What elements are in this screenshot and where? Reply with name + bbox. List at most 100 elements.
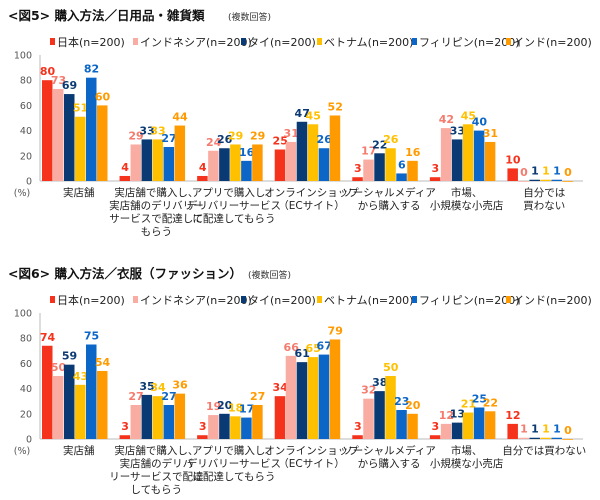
legend-label: インドネシア(n=200) <box>140 36 252 49</box>
bar <box>197 175 208 181</box>
bar <box>230 144 241 181</box>
y-tick-label: 40 <box>20 384 32 395</box>
data-label: 10 <box>505 153 521 166</box>
category-label: 買わない <box>523 200 565 212</box>
data-label: 3 <box>354 420 362 433</box>
bar <box>274 396 286 439</box>
category-label: 市場、 <box>451 186 483 199</box>
legend-item: インドネシア(n=200) <box>133 36 252 49</box>
bar <box>473 407 485 439</box>
data-label: 3 <box>121 420 129 433</box>
legend-label: ベトナム(n=200) <box>324 36 413 49</box>
bar <box>540 437 551 439</box>
legend-swatch <box>133 296 138 303</box>
data-label: 16 <box>239 146 255 159</box>
bar <box>385 376 396 439</box>
bar <box>75 384 86 439</box>
bar <box>484 411 496 439</box>
legend-swatch <box>133 38 138 45</box>
category-label: ソーシャルメディア <box>342 444 436 457</box>
category-label: 実店舗のデリバリー <box>109 199 204 212</box>
data-label: 22 <box>372 138 387 151</box>
bar <box>451 422 463 439</box>
bar <box>307 357 319 439</box>
data-label: 33 <box>150 124 165 137</box>
y-axis-unit: (%) <box>14 188 30 199</box>
category-label: 実店舗のデリバ <box>120 457 194 470</box>
data-label: 1 <box>520 423 528 436</box>
bar <box>551 437 562 439</box>
data-label: 69 <box>62 79 77 92</box>
legend-item: インド(n=200) <box>506 36 592 49</box>
data-label: 42 <box>439 113 454 126</box>
data-label: 0 <box>564 166 572 179</box>
data-label: 3 <box>432 162 440 175</box>
data-label: 0 <box>564 424 572 437</box>
bar <box>551 179 562 181</box>
category-label: （ECサイト） <box>278 200 344 212</box>
data-label: 3 <box>354 162 362 175</box>
data-label: 29 <box>228 129 243 142</box>
category-label: 自分では <box>523 186 565 199</box>
data-label: 24 <box>206 136 222 149</box>
bar <box>507 168 518 181</box>
data-label: 33 <box>450 124 465 137</box>
bar <box>562 439 573 440</box>
chart-2: <図6> 購入方法／衣服（ファッション） (複数回答) 日本(n=200) インドネシ… <box>8 266 592 496</box>
bar <box>352 177 363 181</box>
data-label: 21 <box>461 398 476 411</box>
data-label: 1 <box>542 165 550 178</box>
data-label: 51 <box>73 102 88 115</box>
data-label: 3 <box>199 420 207 433</box>
data-label: 32 <box>361 384 376 397</box>
bar <box>219 148 230 181</box>
data-label: 59 <box>62 350 77 363</box>
legend-label: ベトナム(n=200) <box>324 294 413 307</box>
bar <box>42 345 53 439</box>
legend-item: フィリピン(n=200) <box>412 36 520 49</box>
legend-swatch <box>412 296 417 303</box>
category-label: デリバリーサービス <box>187 199 281 212</box>
data-label: 33 <box>139 124 154 137</box>
legend-swatch <box>317 296 322 303</box>
legend-label: 日本(n=200) <box>57 293 125 307</box>
y-tick-label: 0 <box>26 435 32 446</box>
bar <box>53 89 64 181</box>
bar <box>141 394 153 439</box>
legend-label: 日本(n=200) <box>57 35 125 49</box>
legend-swatch <box>50 296 55 303</box>
category-label: アプリで購入し、 <box>192 186 276 199</box>
legend-label: フィリピン(n=200) <box>419 294 520 307</box>
bar <box>174 393 186 439</box>
data-label: 66 <box>284 341 300 354</box>
bar <box>230 416 241 439</box>
y-tick-label: 20 <box>20 151 32 162</box>
legend-swatch <box>50 38 55 45</box>
legend-swatch <box>412 38 417 45</box>
bar <box>219 413 230 439</box>
data-label: 31 <box>483 127 498 140</box>
y-tick-label: 80 <box>20 76 32 87</box>
data-label: 0 <box>520 166 528 179</box>
data-label: 1 <box>531 165 539 178</box>
bar <box>130 404 142 439</box>
bar <box>374 153 385 181</box>
data-label: 1 <box>531 423 539 436</box>
bar <box>518 181 529 182</box>
chart-1: <図5> 購入方法／日用品・雑貨類 (複数回答) 日本(n=200) インドネシア(n… <box>8 8 592 238</box>
legend-label: タイ(n=200) <box>248 36 316 49</box>
bar <box>396 173 407 181</box>
data-label: 65 <box>306 342 321 355</box>
category-label: に配達してもらう <box>192 213 275 225</box>
bar <box>518 437 529 439</box>
data-label: 1 <box>553 423 561 436</box>
data-label: 26 <box>383 133 399 146</box>
